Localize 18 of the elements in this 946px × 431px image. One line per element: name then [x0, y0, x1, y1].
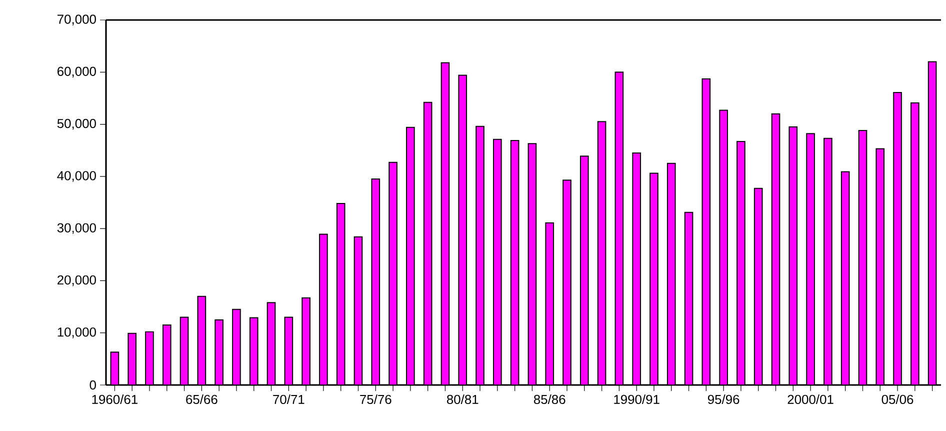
y-tick-label: 60,000	[58, 66, 96, 78]
x-tick-label: 80/81	[446, 394, 478, 404]
x-tick-label: 75/76	[360, 394, 392, 404]
x-tick-label: 1990/91	[614, 394, 660, 404]
x-tick-label: 70/71	[273, 394, 304, 404]
y-tick-label: 10,000	[58, 328, 96, 338]
y-tick-label: 50,000	[57, 118, 96, 130]
y-tick-label: 70,000	[58, 14, 96, 26]
x-tick-label: 95/96	[708, 394, 740, 404]
y-tick-label: 40,000	[57, 171, 96, 182]
y-tick-label: 0	[90, 380, 96, 390]
x-tick-label: 85/86	[534, 394, 566, 404]
y-tick-label: 20,000	[58, 275, 96, 286]
x-tick-label: 05/06	[882, 394, 914, 404]
y-tick-label: 30,000	[57, 223, 96, 234]
x-tick-label: 2000/01	[788, 394, 834, 404]
x-tick-label: 65/66	[186, 394, 218, 404]
x-tick-label: 1960/61	[92, 394, 138, 404]
